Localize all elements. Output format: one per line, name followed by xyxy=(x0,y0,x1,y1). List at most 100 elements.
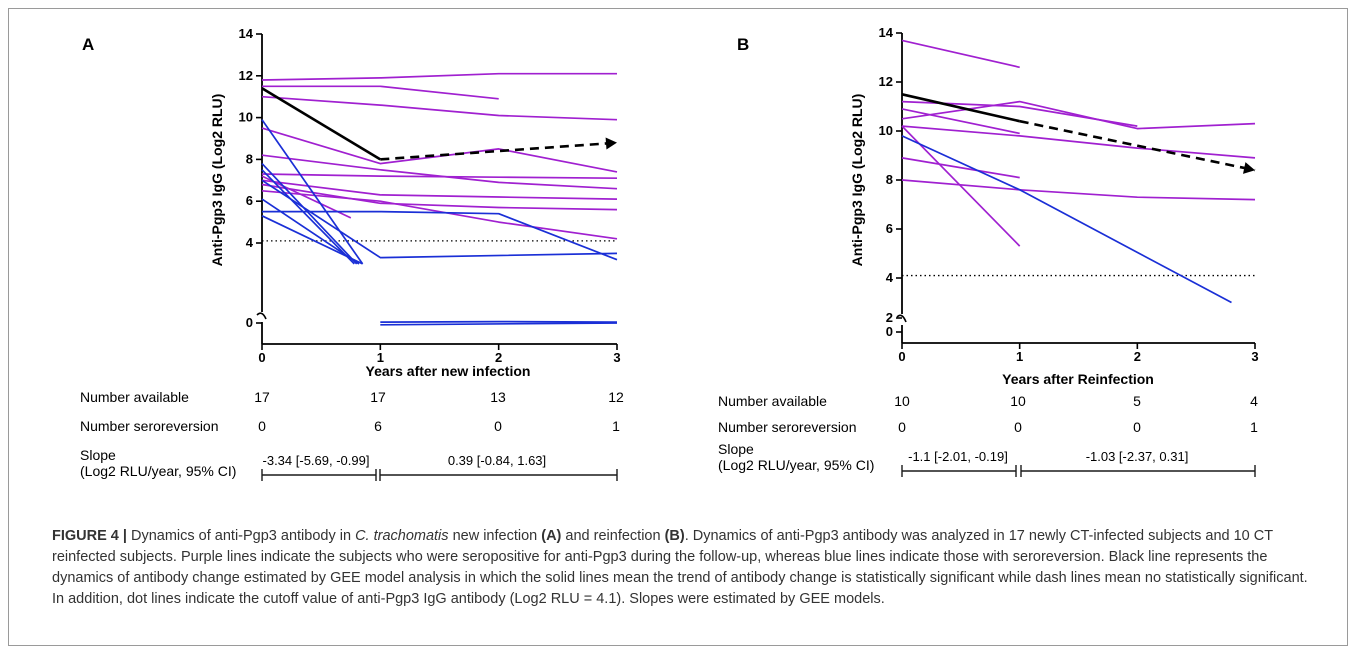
caption-seg2: new infection xyxy=(448,528,542,544)
table-a-available-0: 17 xyxy=(254,389,270,405)
y-tick-label: 10 xyxy=(239,110,253,125)
caption-seg3: and reinfection xyxy=(561,528,665,544)
gee-model-arrowhead xyxy=(1243,162,1255,174)
table-b-serorev-2: 0 xyxy=(1133,419,1141,435)
table-b-available-label: Number available xyxy=(718,393,827,409)
figure-chart: A Anti-Pgp3 IgG (Log2 RLU) Years after n… xyxy=(80,25,1259,481)
seroreversion-subject-line xyxy=(901,135,1232,304)
y-tick-label: 4 xyxy=(886,270,894,285)
panel-b-ylabel: Anti-Pgp3 IgG (Log2 RLU) xyxy=(849,94,865,267)
x-tick-label: 3 xyxy=(1251,349,1258,364)
table-a-slope-brackets xyxy=(261,469,618,481)
y-tick-label: 10 xyxy=(879,123,893,138)
table-a-serorev-3: 1 xyxy=(612,418,620,434)
gee-model-solid-line xyxy=(261,87,381,161)
gee-model-solid-line xyxy=(901,93,1020,123)
x-tick-label: 2 xyxy=(495,350,502,365)
table-a-available-2: 13 xyxy=(490,389,506,405)
seropositive-subject-line xyxy=(901,179,1256,201)
x-tick-label: 0 xyxy=(258,350,265,365)
table-a-serorev-1: 6 xyxy=(374,418,382,434)
y-tick-label: 8 xyxy=(886,172,893,187)
y-tick-label: 8 xyxy=(246,151,253,166)
seropositive-subject-line xyxy=(901,39,1020,69)
seroreversion-subject-line xyxy=(261,169,355,265)
table-a-available-3: 12 xyxy=(608,389,624,405)
gee-model-dashed-line xyxy=(1019,119,1256,172)
table-b-slope-1: -1.1 [-2.01, -0.19] xyxy=(908,449,1008,464)
y-axis-break-mark xyxy=(896,314,907,323)
table-a-available-label: Number available xyxy=(80,389,189,405)
x-tick-label: 3 xyxy=(613,350,620,365)
seropositive-subject-line xyxy=(261,154,618,190)
panel-a-ylabel: Anti-Pgp3 IgG (Log2 RLU) xyxy=(209,94,225,267)
table-b-serorev-3: 1 xyxy=(1250,419,1258,435)
seroreversion-subject-line xyxy=(261,215,363,265)
table-b-slope-label-1: Slope xyxy=(718,441,754,457)
panel-b-letter: B xyxy=(737,35,749,54)
figure-frame xyxy=(8,8,1348,646)
table-b-slope-2: -1.03 [-2.37, 0.31] xyxy=(1086,449,1189,464)
y-tick-label: 0 xyxy=(246,315,253,330)
seropositive-subject-line xyxy=(901,100,1256,130)
table-b-serorev-label: Number seroreversion xyxy=(718,419,857,435)
y-tick-label: 6 xyxy=(886,221,893,236)
table-a-slope-label-2: (Log2 RLU/year, 95% CI) xyxy=(80,463,236,479)
panel-a-letter: A xyxy=(82,35,94,54)
seroreversion-subject-line xyxy=(261,179,618,259)
caption-species: C. trachomatis xyxy=(355,528,449,544)
seropositive-subject-line xyxy=(261,173,618,180)
caption-ref-b: (B) xyxy=(664,528,685,544)
table-b-available-3: 4 xyxy=(1250,393,1258,409)
caption-seg1: Dynamics of anti-Pgp3 antibody in xyxy=(126,528,356,544)
table-a-serorev-0: 0 xyxy=(258,418,266,434)
seropositive-subject-line xyxy=(261,72,617,81)
y-axis-break-mark xyxy=(256,312,267,320)
y-tick-label: 14 xyxy=(879,25,894,40)
seroreversion-subject-line xyxy=(261,198,360,265)
table-a-slope-2: 0.39 [-0.84, 1.63] xyxy=(448,453,546,468)
seropositive-subject-line xyxy=(901,157,1020,179)
seropositive-subject-line xyxy=(901,125,1256,159)
seroreversion-subject-line xyxy=(380,322,618,326)
y-tick-label: 12 xyxy=(879,74,893,89)
table-a-serorev-2: 0 xyxy=(494,418,502,434)
x-tick-label: 1 xyxy=(1016,349,1023,364)
table-b-serorev-0: 0 xyxy=(898,419,906,435)
seroreversion-subject-line xyxy=(261,119,364,265)
figure-caption: FIGURE 4 | Dynamics of anti-Pgp3 antibod… xyxy=(52,526,1322,610)
x-tick-label: 2 xyxy=(1134,349,1141,364)
seropositive-subject-line xyxy=(261,127,618,173)
seropositive-subject-line xyxy=(261,179,618,200)
table-a-slope-label-1: Slope xyxy=(80,447,116,463)
x-tick-label: 0 xyxy=(898,349,905,364)
x-tick-label: 1 xyxy=(377,350,384,365)
seropositive-subject-line xyxy=(261,183,618,211)
seropositive-subject-line xyxy=(261,95,618,121)
panel-b-xlabel: Years after Reinfection xyxy=(1002,371,1154,387)
caption-seg4: . Dynamics of anti-Pgp3 antibody was ana… xyxy=(52,528,1308,607)
seropositive-subject-line xyxy=(262,85,499,100)
table-a-serorev-label: Number seroreversion xyxy=(80,418,219,434)
seroreversion-subject-line xyxy=(262,210,618,261)
table-b-available-1: 10 xyxy=(1010,393,1026,409)
seroreversion-subject-line xyxy=(380,320,618,323)
y-tick-label: 6 xyxy=(246,193,253,208)
y-tick-label: 0 xyxy=(886,324,893,339)
seropositive-subject-line xyxy=(901,108,1020,135)
y-tick-label: 12 xyxy=(239,68,253,83)
caption-ref-a: (A) xyxy=(541,528,562,544)
panel-a-xlabel: Years after new infection xyxy=(366,363,531,379)
table-b-available-0: 10 xyxy=(894,393,910,409)
table-b-available-2: 5 xyxy=(1133,393,1141,409)
y-tick-label: 14 xyxy=(239,26,254,41)
table-b-serorev-1: 0 xyxy=(1014,419,1022,435)
gee-model-dashed-line xyxy=(380,141,618,161)
table-b-slope-brackets xyxy=(901,465,1256,477)
y-tick-label: 2 xyxy=(886,310,893,325)
seropositive-subject-line xyxy=(901,125,1021,247)
panel-a-table: Number available 17 17 13 12 Number sero… xyxy=(80,389,624,481)
